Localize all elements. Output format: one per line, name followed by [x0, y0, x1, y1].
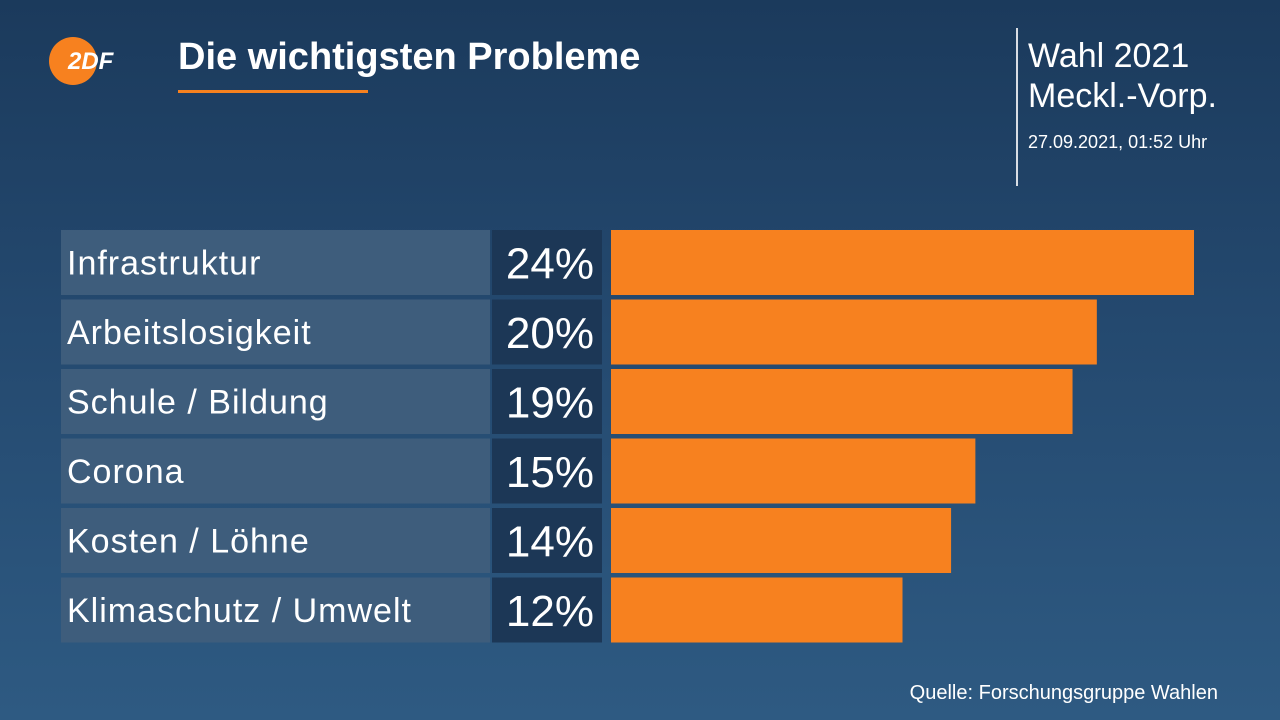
bar	[611, 299, 1097, 365]
chart-row: Schule / Bildung 19%	[61, 369, 1073, 434]
chart-row: Klimaschutz / Umwelt 12%	[61, 577, 903, 643]
header-divider	[1016, 28, 1018, 186]
category-label-bg	[61, 299, 490, 365]
timestamp: 27.09.2021, 01:52 Uhr	[1028, 132, 1208, 152]
bar	[611, 577, 903, 643]
value-label-bg	[492, 438, 602, 504]
zdf-logo-circle	[49, 37, 97, 85]
category-label: Arbeitslosigkeit	[67, 314, 312, 352]
zdf-logo-text: 2DF	[67, 48, 115, 75]
chart-row: Kosten / Löhne 14%	[61, 508, 952, 573]
category-label: Klimaschutz / Umwelt	[67, 592, 412, 630]
chart-row: Corona 15%	[61, 438, 976, 504]
value-label-bg	[492, 577, 602, 643]
value-label-bg	[492, 230, 602, 295]
bar	[611, 508, 952, 573]
category-label: Infrastruktur	[67, 245, 261, 283]
election-region: Meckl.-Vorp.	[1028, 77, 1217, 115]
value-label: 12%	[506, 587, 594, 636]
category-label-bg	[61, 230, 490, 295]
bar	[611, 230, 1194, 295]
bar	[611, 438, 976, 504]
value-label: 14%	[506, 518, 594, 567]
category-label-bg	[61, 508, 490, 573]
election-name: Wahl 2021	[1028, 37, 1190, 75]
title-underline	[178, 90, 368, 93]
bar	[611, 369, 1073, 434]
value-label: 19%	[506, 379, 594, 428]
zdf-logo: 2DF	[49, 37, 115, 85]
election-info: Wahl 2021 Meckl.-Vorp.	[1028, 36, 1217, 116]
category-label: Schule / Bildung	[67, 384, 329, 422]
category-label-bg	[61, 577, 490, 643]
page-title: Die wichtigsten Probleme	[178, 36, 641, 78]
value-label: 24%	[506, 240, 594, 289]
value-label-bg	[492, 508, 602, 573]
chart-row: Infrastruktur 24%	[61, 230, 1194, 295]
category-label: Kosten / Löhne	[67, 523, 310, 561]
category-label-bg	[61, 369, 490, 434]
value-label: 20%	[506, 309, 594, 358]
value-label: 15%	[506, 448, 594, 497]
category-label: Corona	[67, 453, 185, 491]
value-label-bg	[492, 299, 602, 365]
value-label-bg	[492, 369, 602, 434]
category-label-bg	[61, 438, 490, 504]
chart-row: Arbeitslosigkeit 20%	[61, 299, 1097, 365]
source-note: Quelle: Forschungsgruppe Wahlen	[909, 682, 1218, 704]
